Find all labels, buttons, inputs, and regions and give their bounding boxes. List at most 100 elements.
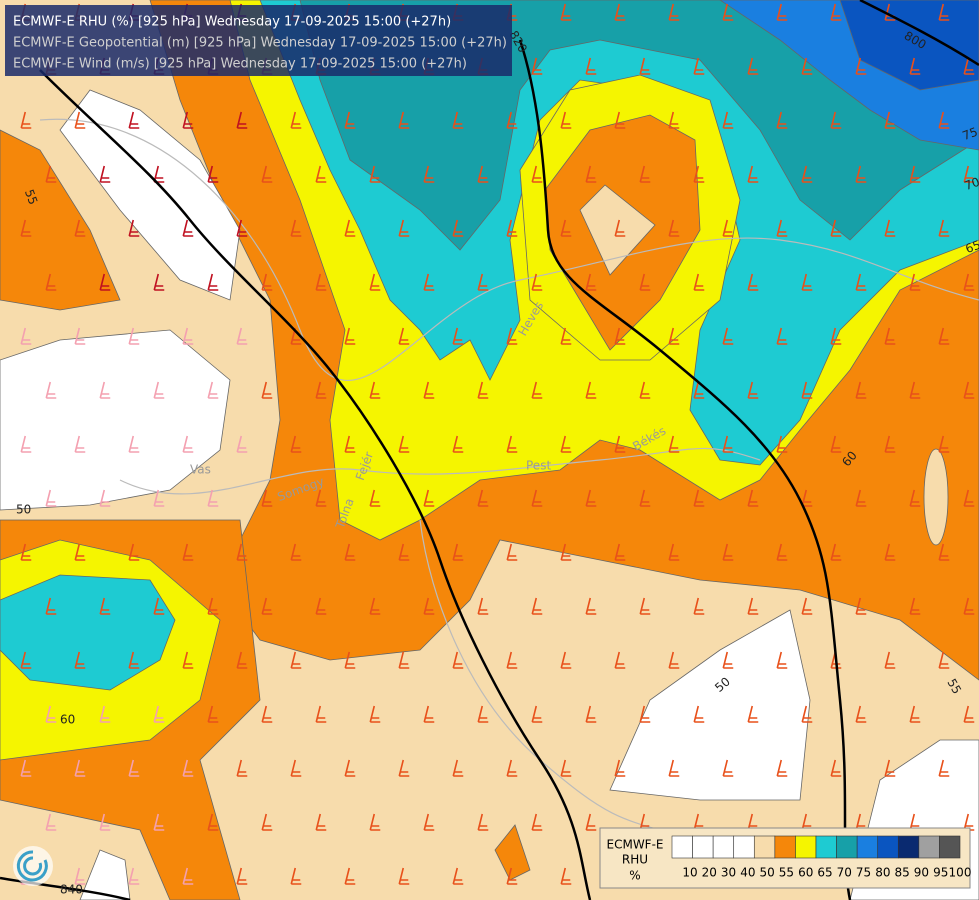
wind-barb	[506, 219, 518, 237]
wind-barb	[344, 543, 356, 561]
wind-barb	[506, 435, 518, 453]
wind-barb	[344, 111, 356, 129]
logo-swirl	[16, 850, 48, 882]
wind-barb	[614, 759, 626, 777]
wind-barb	[830, 435, 842, 453]
wind-barb	[423, 165, 435, 183]
wind-barb	[938, 3, 950, 21]
wind-barb	[20, 219, 32, 237]
wind-barb	[722, 327, 734, 345]
wind-barb	[315, 597, 327, 615]
wind-barb	[963, 273, 975, 291]
wind-barb	[855, 381, 867, 399]
wind-barb	[398, 867, 410, 885]
wind-barb	[776, 111, 788, 129]
wind-barb	[776, 759, 788, 777]
wind-barb	[585, 489, 597, 507]
wind-barb	[452, 759, 464, 777]
wind-barb	[315, 489, 327, 507]
wind-barb	[830, 219, 842, 237]
wind-barb	[639, 705, 651, 723]
rhu-50	[923, 448, 949, 546]
wind-barb	[261, 597, 273, 615]
wind-barb	[531, 273, 543, 291]
wind-barb	[747, 705, 759, 723]
wind-barb	[344, 867, 356, 885]
wind-barb	[884, 435, 896, 453]
wind-barb	[315, 165, 327, 183]
wind-barb	[776, 219, 788, 237]
wind-barb	[45, 705, 57, 723]
wind-barb	[884, 327, 896, 345]
wind-barb	[315, 813, 327, 831]
wind-barb	[99, 489, 111, 507]
wind-barb	[963, 597, 975, 615]
wind-barb	[830, 543, 842, 561]
wind-barb	[128, 867, 140, 885]
legend-label: 55	[779, 866, 794, 880]
wind-barb	[369, 489, 381, 507]
wind-barb	[560, 435, 572, 453]
wind-barb	[344, 435, 356, 453]
place-label: Pest	[526, 459, 551, 473]
wind-barb	[423, 381, 435, 399]
wind-barb	[153, 813, 165, 831]
wind-barb	[477, 381, 489, 399]
wind-barb	[369, 165, 381, 183]
wind-barb	[290, 867, 302, 885]
wind-barb	[236, 759, 248, 777]
wind-barb	[585, 165, 597, 183]
wind-barb	[560, 759, 572, 777]
wind-barb	[855, 705, 867, 723]
contour-label: 75	[960, 125, 979, 143]
legend-swatch	[815, 835, 837, 859]
wind-barb	[99, 273, 111, 291]
wind-barb	[909, 489, 921, 507]
wind-barb	[182, 759, 194, 777]
wind-barb	[747, 381, 759, 399]
wind-barb	[369, 705, 381, 723]
wind-barb	[855, 489, 867, 507]
legend-swatch	[918, 835, 940, 859]
wind-barb	[776, 543, 788, 561]
wind-barb	[909, 165, 921, 183]
wind-barb	[20, 111, 32, 129]
wind-barb	[74, 543, 86, 561]
wind-barb	[830, 3, 842, 21]
legend-swatch	[692, 835, 714, 859]
wind-barb	[477, 273, 489, 291]
wind-barb	[477, 705, 489, 723]
wind-barb	[261, 273, 273, 291]
wind-barb	[585, 597, 597, 615]
wind-barb	[182, 651, 194, 669]
wind-barb	[74, 219, 86, 237]
wind-barb	[236, 111, 248, 129]
wind-barb	[128, 543, 140, 561]
legend-title: ECMWF-E	[607, 838, 664, 852]
isohypse	[518, 39, 852, 900]
legend-label: 30	[721, 866, 736, 880]
wind-barb	[290, 543, 302, 561]
wind-barb	[531, 813, 543, 831]
wind-barb	[236, 651, 248, 669]
wind-barb	[560, 219, 572, 237]
contour-label: 55	[944, 676, 964, 696]
wind-barb	[423, 813, 435, 831]
wind-barb	[153, 489, 165, 507]
wind-barb	[722, 3, 734, 21]
header-box	[5, 5, 512, 76]
wind-barb	[560, 651, 572, 669]
wind-barb	[722, 219, 734, 237]
wind-barb	[909, 57, 921, 75]
wind-barb	[884, 111, 896, 129]
wind-barb	[423, 489, 435, 507]
wind-barb	[369, 597, 381, 615]
wind-barb	[236, 867, 248, 885]
wind-barb	[477, 813, 489, 831]
wind-barb	[506, 327, 518, 345]
wind-barb	[909, 381, 921, 399]
wind-barb	[884, 759, 896, 777]
wind-barb	[452, 327, 464, 345]
wind-barb	[639, 597, 651, 615]
wind-barb	[693, 489, 705, 507]
